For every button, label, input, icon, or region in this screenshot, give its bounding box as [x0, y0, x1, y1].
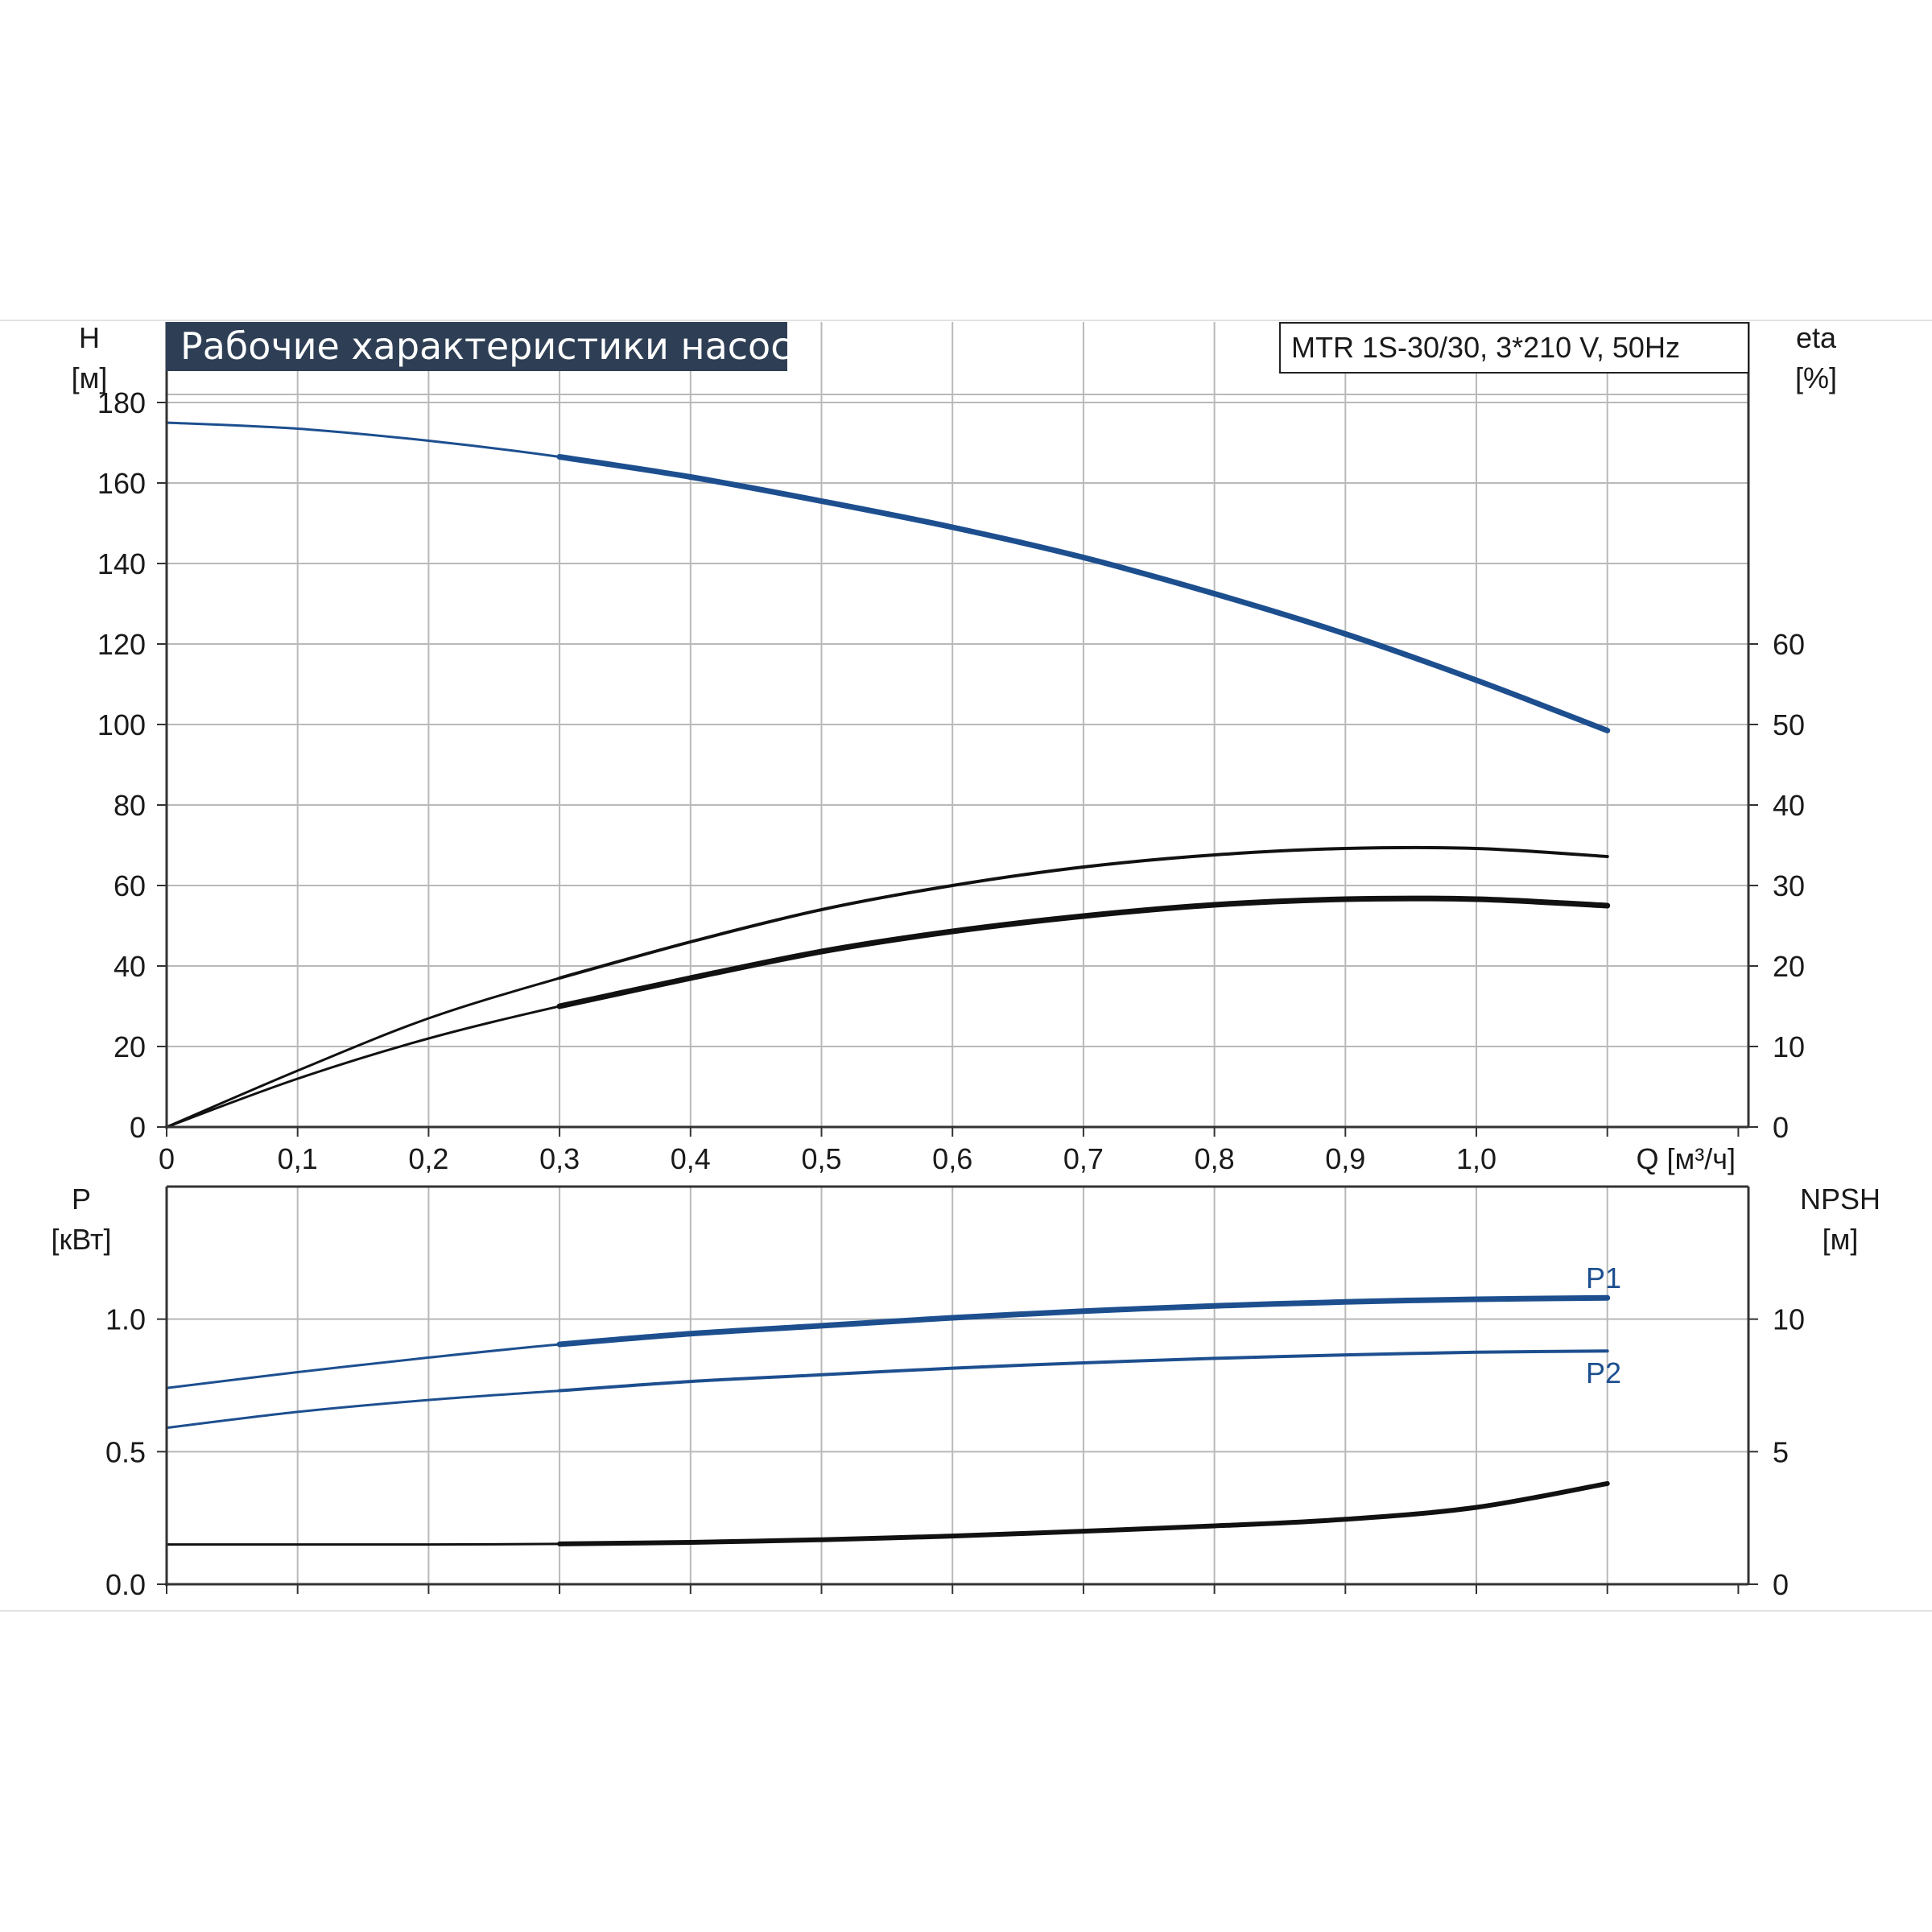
curve-p1-thin — [165, 1296, 1609, 1389]
upper-right-axis-unit: [%] — [1795, 361, 1837, 394]
lower-axes — [157, 1185, 1758, 1594]
x-tick-label: 0,4 — [671, 1142, 711, 1175]
left-tick-label: 20 — [114, 1030, 146, 1063]
left-tick-label: 80 — [114, 789, 146, 822]
upper-axes — [157, 322, 1758, 1137]
left-tick-label: 60 — [114, 869, 146, 902]
x-tick-label: 1,0 — [1456, 1142, 1496, 1175]
lower-right-axis-unit: [м] — [1823, 1223, 1859, 1256]
lower-gridlines — [167, 1187, 1748, 1584]
left-tick-label: 160 — [97, 467, 146, 500]
model-label: MTR 1S-30/30, 3*210 V, 50Hz — [1291, 331, 1680, 364]
model-label-box — [1279, 322, 1749, 374]
x-tick-label: 0,5 — [801, 1142, 841, 1175]
lower-curves — [165, 1294, 1611, 1546]
x-tick-label: 0,2 — [408, 1142, 448, 1175]
upper-left-axis-unit: [м] — [72, 361, 108, 394]
right-tick-label: 20 — [1773, 950, 1805, 983]
left-tick-label: 120 — [97, 628, 146, 661]
series-label-p2: P2 — [1586, 1356, 1621, 1389]
x-tick-label: 0 — [159, 1142, 175, 1175]
right-tick-label: 40 — [1773, 789, 1805, 822]
x-tick-label: 0,6 — [932, 1142, 972, 1175]
right-tick-label: 50 — [1773, 708, 1805, 741]
right-tick-label: 10 — [1773, 1303, 1805, 1336]
right-tick-label: 0 — [1773, 1111, 1789, 1144]
curve-p2 — [558, 1349, 1609, 1393]
left-tick-label: 1.0 — [105, 1303, 146, 1336]
right-tick-label: 10 — [1773, 1030, 1805, 1063]
x-axis-title: Q [м³/ч] — [1636, 1142, 1736, 1175]
right-tick-label: 5 — [1773, 1435, 1789, 1468]
left-tick-label: 0 — [130, 1111, 146, 1144]
left-tick-label: 40 — [114, 950, 146, 983]
upper-tick-labels: 0 20 40 60 80 100 120 140 160 180 0 10 20 30 40 50 60 0 0,… — [97, 386, 1805, 1175]
left-tick-label: 0.5 — [105, 1435, 146, 1468]
chart-title: Рабочие характеристики насоса — [180, 324, 814, 368]
x-tick-label: 0,7 — [1063, 1142, 1104, 1175]
curve-2-thin — [165, 897, 1609, 1129]
left-tick-label: 100 — [97, 708, 146, 741]
upper-left-axis-title: H — [79, 321, 100, 354]
curve-0 — [556, 454, 1611, 733]
lower-left-axis-unit: [кВт] — [51, 1223, 111, 1256]
chart-title-background — [166, 322, 787, 371]
upper-gridlines — [167, 322, 1748, 1127]
right-tick-label: 60 — [1773, 628, 1805, 661]
upper-right-axis-title: eta — [1796, 321, 1837, 354]
x-tick-label: 0,3 — [539, 1142, 580, 1175]
left-tick-label: 180 — [97, 386, 146, 419]
curve-2 — [557, 1480, 1610, 1546]
series-label-p1: P1 — [1586, 1261, 1621, 1294]
lower-left-axis-title: P — [72, 1183, 91, 1216]
right-tick-label: 30 — [1773, 869, 1805, 902]
curve-1 — [558, 845, 1609, 980]
curve-0-thin — [165, 421, 1609, 732]
lower-tick-labels: 0.0 0.5 1.0 0 5 10 — [105, 1303, 1805, 1601]
x-tick-label: 0,9 — [1325, 1142, 1365, 1175]
curve-2 — [556, 895, 1611, 1009]
upper-curves — [165, 421, 1611, 1129]
left-tick-label: 0.0 — [105, 1568, 146, 1601]
left-tick-label: 140 — [97, 547, 146, 580]
curve-1-thin — [165, 846, 1609, 1129]
lower-right-axis-title: NPSH — [1800, 1183, 1880, 1216]
x-tick-label: 0,8 — [1195, 1142, 1235, 1175]
curve-p1 — [556, 1294, 1611, 1348]
x-tick-label: 0,1 — [278, 1142, 318, 1175]
right-tick-label: 0 — [1773, 1568, 1789, 1601]
